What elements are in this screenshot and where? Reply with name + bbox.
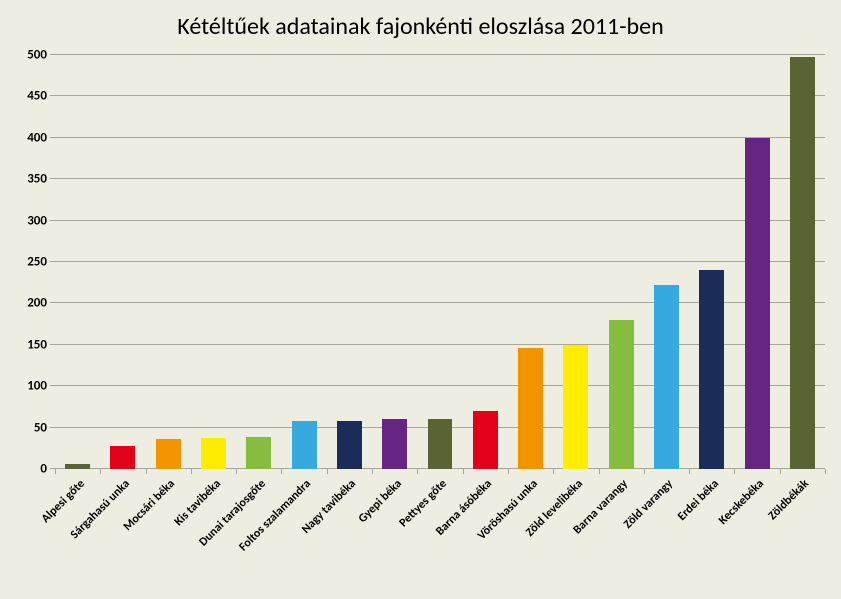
x-tick-mark	[463, 469, 464, 474]
bar	[201, 438, 226, 469]
x-tick-mark	[825, 469, 826, 474]
bar	[382, 419, 407, 469]
x-tick-label: Zöldbékák	[766, 477, 812, 523]
x-tick-mark	[55, 469, 56, 474]
bar	[428, 419, 453, 470]
x-tick-label: Erdei béka	[675, 477, 722, 524]
y-tick-mark	[50, 137, 55, 138]
bar	[518, 348, 543, 469]
x-tick-mark	[734, 469, 735, 474]
y-tick-mark	[50, 220, 55, 221]
x-tick-mark	[508, 469, 509, 474]
gridline	[55, 137, 825, 138]
y-tick-mark	[50, 261, 55, 262]
y-tick-label: 200	[27, 296, 47, 311]
gridline	[55, 220, 825, 221]
bar	[110, 446, 135, 469]
bar	[337, 421, 362, 469]
x-tick-mark	[327, 469, 328, 474]
y-tick-label: 400	[27, 130, 47, 145]
y-tick-label: 50	[34, 420, 47, 435]
x-tick-mark	[100, 469, 101, 474]
x-tick-mark	[689, 469, 690, 474]
gridline	[55, 54, 825, 55]
y-tick-label: 150	[27, 337, 47, 352]
bar	[790, 57, 815, 469]
x-tick-label: Kecskebéka	[716, 477, 767, 528]
bar	[563, 345, 588, 469]
x-tick-mark	[644, 469, 645, 474]
x-tick-mark	[236, 469, 237, 474]
y-tick-label: 0	[40, 462, 47, 477]
gridline	[55, 95, 825, 96]
y-tick-mark	[50, 385, 55, 386]
x-tick-mark	[780, 469, 781, 474]
bar	[654, 285, 679, 469]
bar	[699, 270, 724, 469]
y-tick-label: 350	[27, 172, 47, 187]
bar	[609, 320, 634, 469]
y-tick-mark	[50, 427, 55, 428]
y-tick-mark	[50, 302, 55, 303]
chart-title: Kétéltűek adatainak fajonkénti eloszlása…	[0, 12, 841, 41]
y-tick-label: 100	[27, 379, 47, 394]
x-tick-mark	[191, 469, 192, 474]
x-tick-mark	[417, 469, 418, 474]
x-tick-mark	[599, 469, 600, 474]
y-tick-mark	[50, 95, 55, 96]
gridline	[55, 178, 825, 179]
y-tick-mark	[50, 344, 55, 345]
bar	[65, 464, 90, 469]
bar	[246, 437, 271, 469]
x-tick-mark	[372, 469, 373, 474]
y-tick-label: 300	[27, 213, 47, 228]
bar	[473, 411, 498, 469]
bar	[292, 421, 317, 469]
chart-container: Kétéltűek adatainak fajonkénti eloszlása…	[0, 0, 841, 599]
y-tick-label: 500	[27, 48, 47, 63]
y-tick-label: 250	[27, 255, 47, 270]
x-tick-mark	[281, 469, 282, 474]
bar	[745, 138, 770, 469]
x-tick-mark	[553, 469, 554, 474]
x-tick-mark	[146, 469, 147, 474]
y-tick-mark	[50, 178, 55, 179]
y-tick-label: 450	[27, 89, 47, 104]
bar	[156, 439, 181, 469]
y-tick-mark	[50, 54, 55, 55]
plot-area: 050100150200250300350400450500Alpesi gőt…	[55, 55, 825, 469]
gridline	[55, 261, 825, 262]
